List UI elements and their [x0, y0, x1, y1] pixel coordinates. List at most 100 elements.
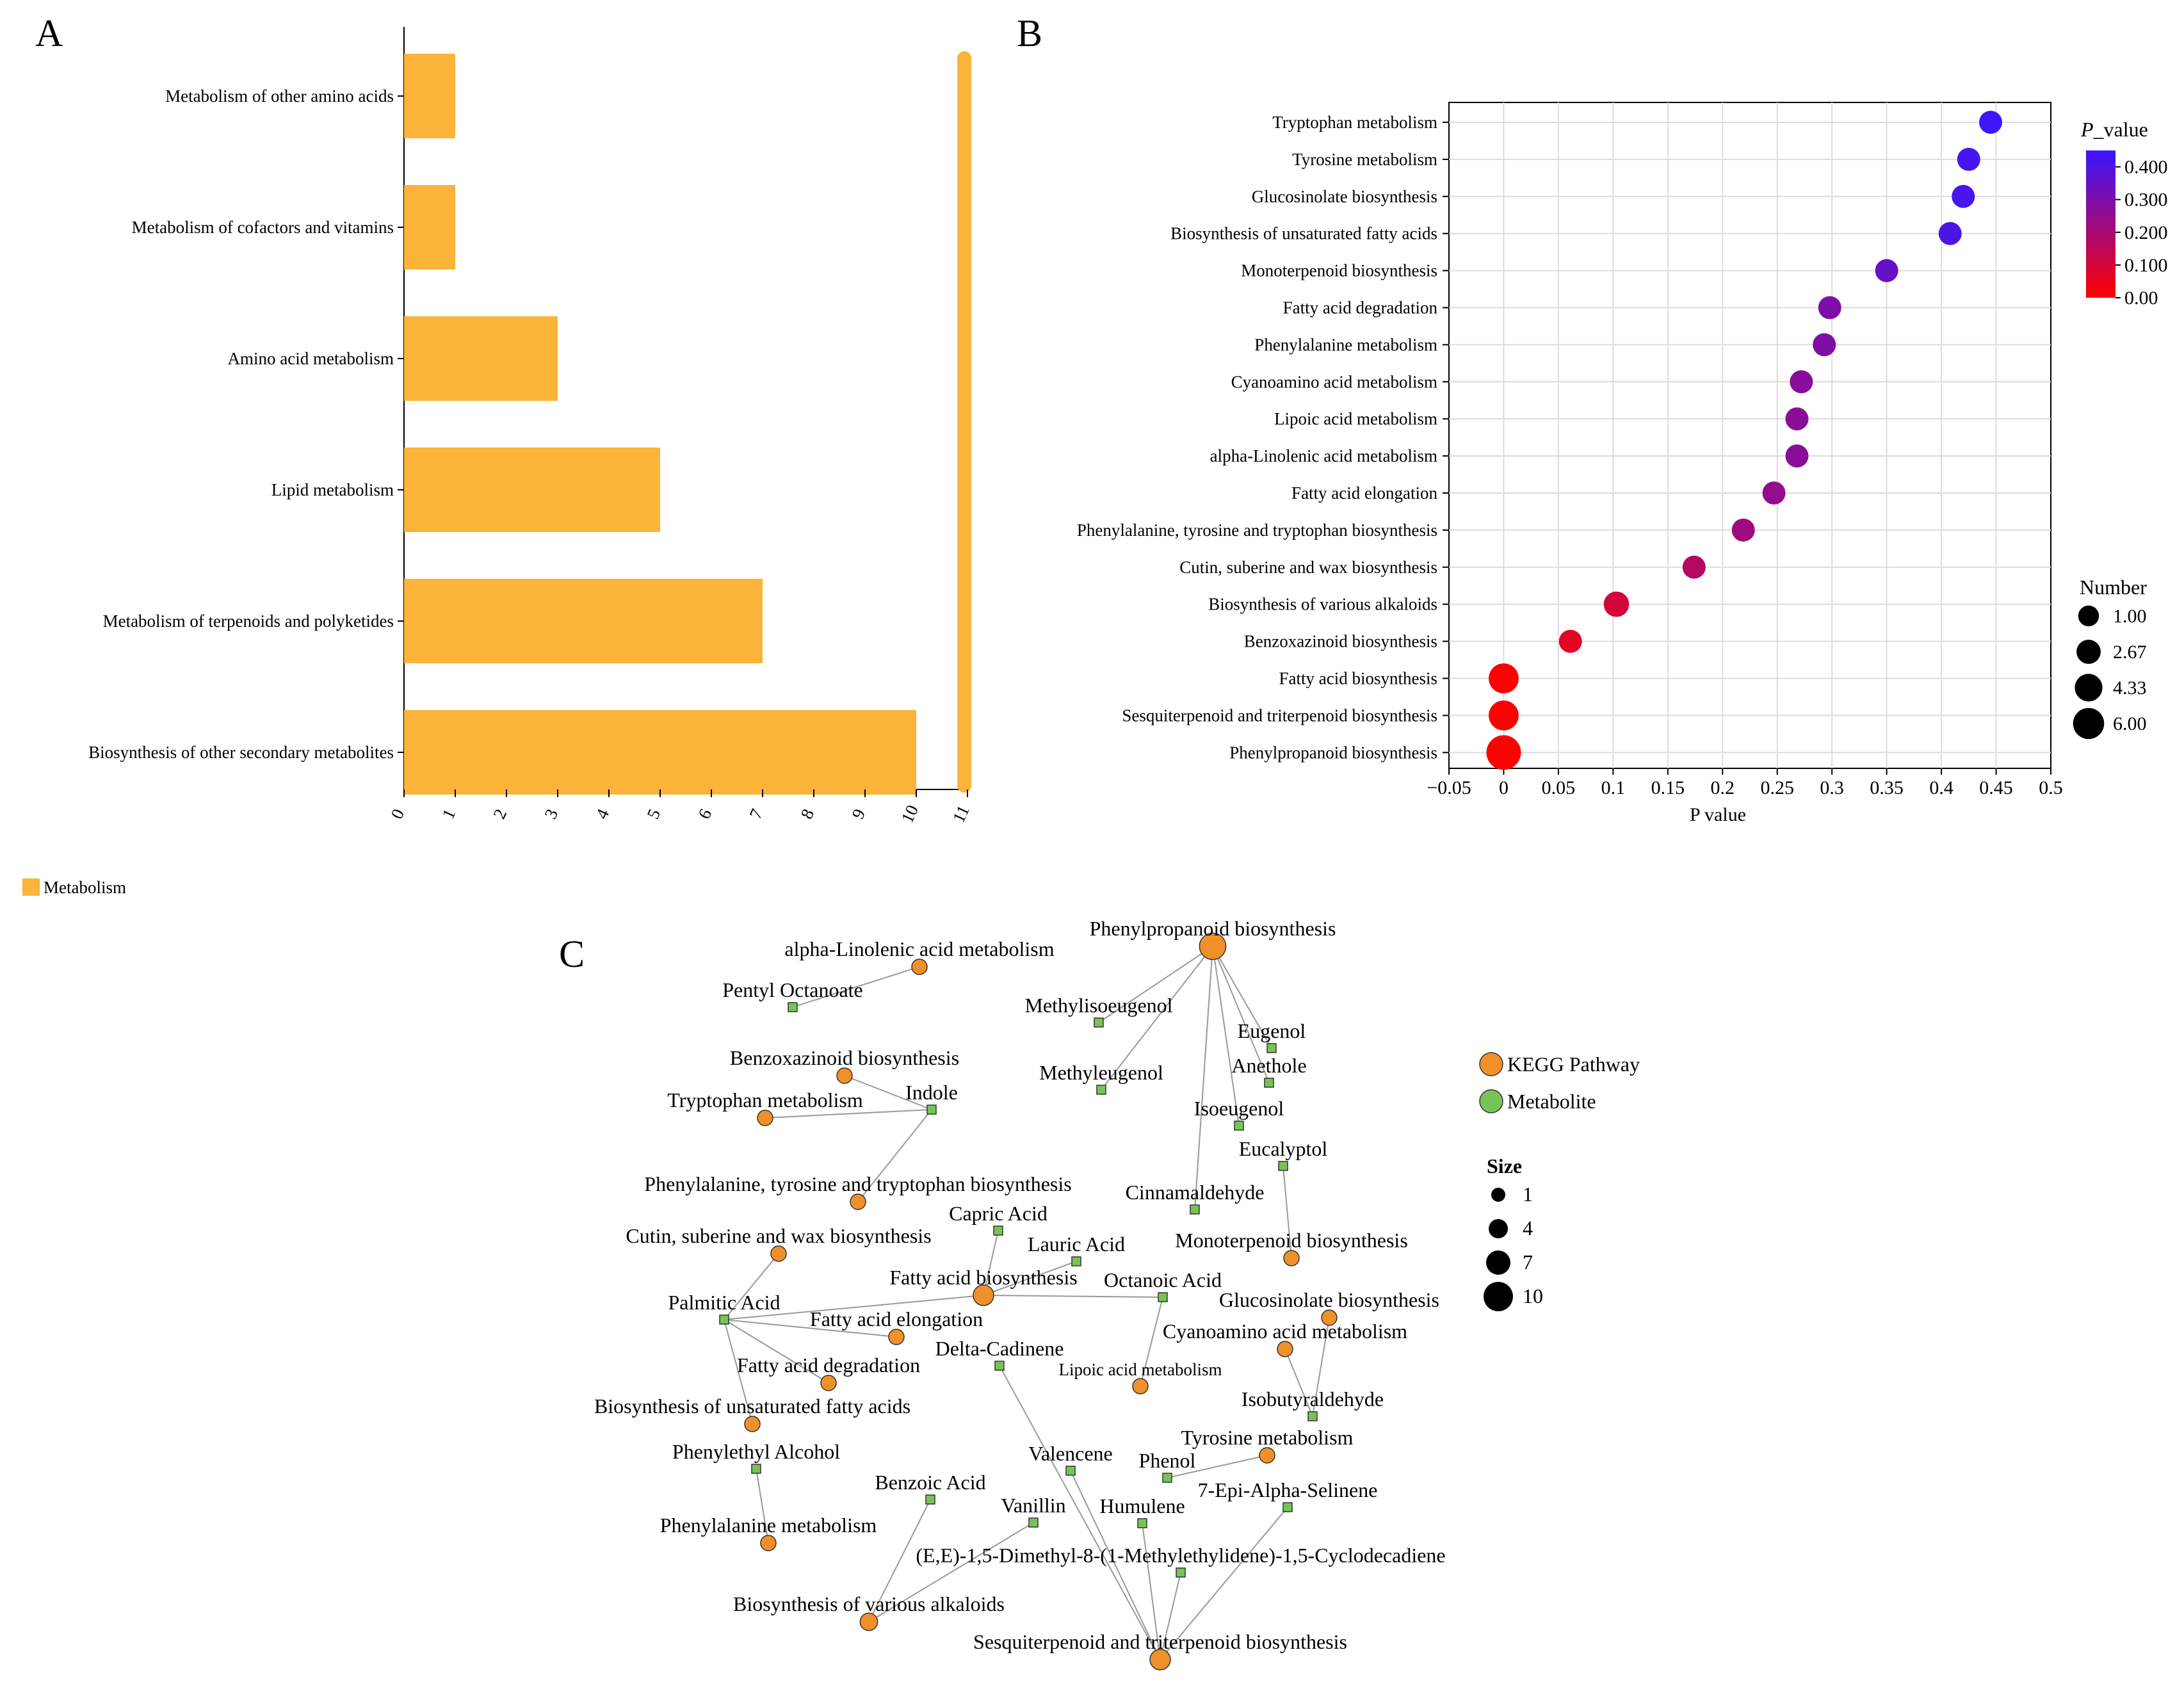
c-node-label: (E,E)-1,5-Dimethyl-8-(1-Methylethylidene… [916, 1544, 1445, 1567]
b-x-tick-label: 0.5 [2039, 777, 2063, 798]
c-node-label: Fatty acid biosynthesis [889, 1266, 1077, 1289]
c-edge [724, 1319, 829, 1384]
c-node-label: Eucalyptol [1239, 1137, 1328, 1160]
b-dot [1875, 259, 1898, 282]
b-dot [1558, 629, 1582, 653]
b-color-bar [2086, 150, 2115, 298]
chart-a: Metabolism of other amino acids Metabolis… [22, 27, 973, 897]
c-node-label: Benzoic Acid [875, 1471, 985, 1494]
b-category-label: Fatty acid biosynthesis [1279, 669, 1437, 688]
c-node-metabolite [719, 1314, 729, 1325]
c-node-pathway [1132, 1378, 1149, 1395]
c-node-metabolite [1096, 1085, 1106, 1095]
c-edge [1160, 1507, 1288, 1660]
c-node-label: Lipoic acid metabolism [1059, 1360, 1222, 1379]
c-edge [724, 1253, 779, 1320]
b-size-legend-dot [2078, 605, 2099, 627]
c-node-label: Benzoxazinoid biosynthesis [730, 1046, 959, 1069]
c-node-label: Tryptophan metabolism [667, 1088, 863, 1112]
b-category-label: Fatty acid elongation [1291, 483, 1437, 503]
c-node-label: Isobutyraldehyde [1242, 1387, 1384, 1411]
c-node-metabolite [1264, 1078, 1274, 1088]
b-category-label: Phenylalanine, tyrosine and tryptophan b… [1077, 521, 1437, 540]
a-x-tick-label: 3 [540, 806, 562, 822]
c-node-label: Lauric Acid [1028, 1233, 1125, 1256]
c-node-label: 7-Epi-Alpha-Selinene [1198, 1478, 1378, 1501]
c-edge [1140, 1297, 1163, 1387]
c-node-label: Methyleugenol [1039, 1061, 1163, 1084]
a-x-tick-label: 4 [592, 805, 613, 821]
b-color-tick-label: 0.300 [2124, 190, 2168, 211]
b-size-legend-label: 6.00 [2113, 713, 2147, 734]
c-node-pathway [760, 1535, 777, 1551]
chart-b: −0.05 0 0.05 0.1 0.15 0.2 0.25 0.3 0.35 0.4 0.45 0.… [1077, 102, 2168, 825]
b-dot [1938, 222, 1962, 245]
b-category-label: Phenylpropanoid biosynthesis [1229, 743, 1437, 762]
b-size-legend-dot [2076, 640, 2101, 664]
b-category-label: Cyanoamino acid metabolism [1231, 372, 1437, 391]
c-node-label: Methylisoeugenol [1024, 994, 1172, 1017]
c-edge [1312, 1317, 1330, 1417]
a-bar [404, 579, 763, 663]
c-node-metabolite [1278, 1161, 1288, 1171]
c-node-label: Pentyl Octanoate [722, 978, 862, 1001]
b-category-label: Glucosinolate biosynthesis [1252, 187, 1437, 206]
c-edge [1142, 1523, 1161, 1660]
c-node-pathway [1259, 1447, 1275, 1464]
c-node-metabolite [993, 1225, 1003, 1236]
a-x-tick-label: 2 [489, 806, 510, 822]
b-color-legend-title: P_value [2080, 118, 2148, 141]
b-dot [1979, 111, 2002, 134]
b-size-legend-label: 2.67 [2113, 642, 2147, 663]
b-x-tick-label: 0.05 [1542, 777, 1576, 798]
c-node-pathway [820, 1375, 837, 1391]
c-edge [868, 1499, 931, 1622]
c-node-pathway [836, 1067, 853, 1084]
b-category-label: Lipoic acid metabolism [1274, 409, 1437, 428]
b-size-legend-dot [2075, 674, 2103, 702]
b-category-label: alpha-Linolenic acid metabolism [1210, 446, 1437, 465]
a-bar [404, 54, 455, 138]
a-bar [404, 710, 916, 795]
c-node-label: Delta-Cadinene [935, 1337, 1064, 1360]
c-legend-size-dot [1489, 1219, 1508, 1238]
a-x-tick-label: 5 [643, 806, 664, 822]
c-node-label: Sesquiterpenoid and triterpenoid biosynt… [973, 1630, 1347, 1653]
b-x-tick-label: 0.2 [1711, 777, 1735, 798]
a-x-tick-label: 1 [438, 806, 459, 822]
b-dot [1489, 663, 1519, 693]
c-edge [1212, 946, 1272, 1049]
c-node-label: Biosynthesis of various alkaloids [733, 1592, 1005, 1615]
a-category-label: Biosynthesis of other secondary metaboli… [88, 743, 394, 762]
c-edge [1212, 946, 1270, 1083]
c-node-label: Glucosinolate biosynthesis [1219, 1288, 1439, 1311]
c-edge [1167, 1455, 1268, 1478]
c-node-metabolite [1162, 1473, 1172, 1483]
a-x-tick-label: 7 [745, 806, 766, 822]
b-size-legend-label: 1.00 [2113, 606, 2147, 627]
panel-label-a: A [35, 12, 63, 54]
c-node-metabolite [1028, 1517, 1039, 1528]
c-node-metabolite [1071, 1256, 1081, 1266]
a-category-label: Lipid metabolism [271, 480, 394, 499]
c-node-pathway [888, 1329, 905, 1345]
c-node-pathway [757, 1110, 773, 1126]
c-node-metabolite [1282, 1502, 1293, 1512]
c-node-pathway [744, 1416, 761, 1432]
c-node-metabolite [1137, 1518, 1147, 1528]
a-legend-label: Metabolism [44, 878, 126, 897]
b-x-axis-title: P value [1690, 804, 1746, 825]
c-edge [764, 1109, 932, 1119]
c-node-label: Phenylalanine, tyrosine and tryptophan b… [644, 1172, 1071, 1195]
c-edge [1194, 946, 1213, 1210]
a-category-label: Metabolism of cofactors and vitamins [132, 218, 394, 237]
a-x-tick-label: 0 [387, 806, 408, 822]
c-node-label: Phenylethyl Alcohol [672, 1440, 840, 1463]
c-legend-metabolite-marker [1479, 1089, 1503, 1113]
c-node-pathway [1149, 1649, 1171, 1670]
c-edge [1212, 946, 1240, 1126]
b-category-label: Sesquiterpenoid and triterpenoid biosynt… [1122, 706, 1437, 725]
c-edge [999, 1365, 1161, 1660]
c-node-pathway [850, 1193, 866, 1210]
